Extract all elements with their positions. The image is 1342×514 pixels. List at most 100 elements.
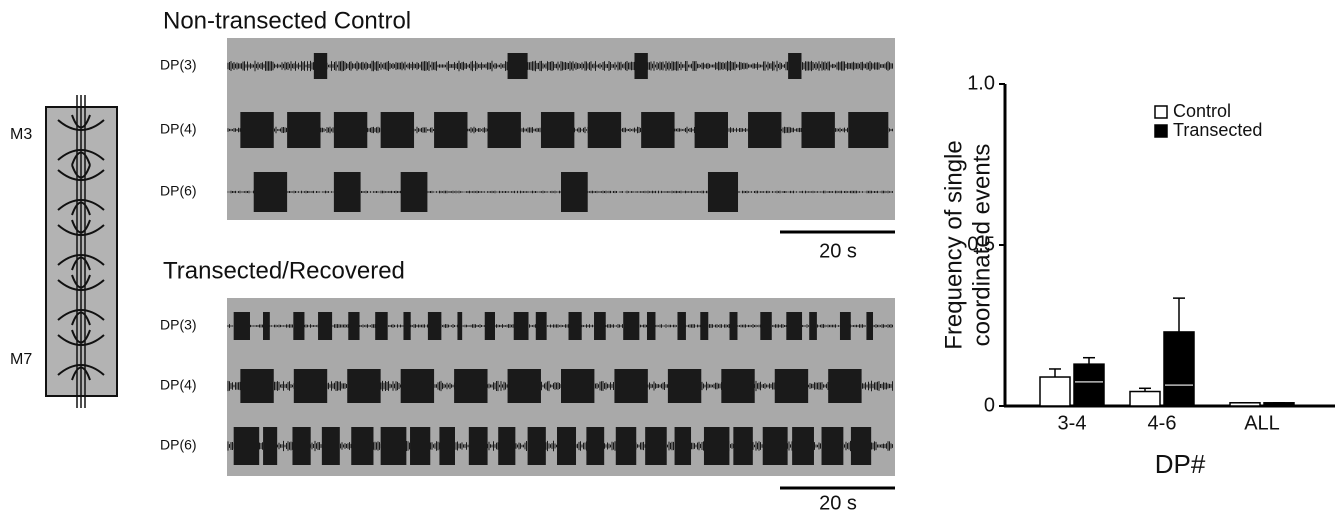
trace-burst xyxy=(240,369,274,403)
trace-burst xyxy=(866,312,874,340)
x-tick-label: 3-4 xyxy=(1058,412,1087,434)
trace-burst xyxy=(293,312,305,340)
trace-burst xyxy=(556,427,577,465)
trace-burst xyxy=(677,312,686,340)
trace-burst xyxy=(535,312,547,340)
trace-burst xyxy=(263,312,270,340)
legend-swatch xyxy=(1154,105,1168,119)
trace-label: DP(6) xyxy=(160,183,197,199)
trace-burst xyxy=(594,312,606,340)
trace-burst xyxy=(513,312,529,340)
scale-bar-label: 20 s xyxy=(819,240,857,262)
trace-burst xyxy=(809,312,817,340)
trace-burst xyxy=(729,312,738,340)
trace-burst xyxy=(498,427,516,465)
trace-burst xyxy=(641,112,675,148)
trace-burst xyxy=(586,427,605,465)
trace-burst xyxy=(614,369,648,403)
ganglion xyxy=(57,329,105,381)
trace-burst xyxy=(380,112,415,148)
trace-burst xyxy=(540,112,575,148)
trace-burst xyxy=(839,312,851,340)
panel-title: Non-transected Control xyxy=(163,7,411,34)
trace-burst xyxy=(233,427,260,465)
ganglion xyxy=(57,114,105,166)
trace-burst xyxy=(487,112,521,148)
bar xyxy=(1039,376,1071,407)
y-tick-label: 0.5 xyxy=(967,233,995,255)
legend-swatch xyxy=(1154,124,1168,138)
trace-burst xyxy=(457,312,463,340)
trace-burst xyxy=(623,312,640,340)
trace-burst xyxy=(321,427,340,465)
x-axis-label: DP# xyxy=(1155,449,1206,479)
trace-burst xyxy=(568,312,582,340)
legend-label: Transected xyxy=(1173,120,1262,140)
trace-burst xyxy=(786,312,803,340)
y-tick-label: 1.0 xyxy=(967,72,995,94)
trace-burst xyxy=(561,369,595,403)
trace-burst xyxy=(527,427,546,465)
trace-burst xyxy=(233,312,250,340)
bar xyxy=(1073,363,1105,407)
trace-burst xyxy=(403,312,411,340)
trace-burst xyxy=(427,312,442,340)
trace-burst xyxy=(348,312,360,340)
trace-burst xyxy=(333,172,361,212)
trace-burst xyxy=(253,172,288,212)
trace-burst xyxy=(821,427,844,465)
trace-burst xyxy=(801,112,835,148)
trace-burst xyxy=(667,369,702,403)
trace-label: DP(3) xyxy=(160,317,197,333)
x-tick-label: ALL xyxy=(1244,412,1280,434)
trace-burst xyxy=(351,427,374,465)
trace-label: DP(4) xyxy=(160,121,197,137)
trace-burst xyxy=(774,369,809,403)
y-axis-label: Frequency of single xyxy=(940,140,967,349)
trace-burst xyxy=(410,427,431,465)
x-tick-label: 4-6 xyxy=(1148,412,1177,434)
trace-burst xyxy=(347,369,381,403)
trace-burst xyxy=(634,53,648,79)
trace-label: DP(6) xyxy=(160,437,197,453)
trace-burst xyxy=(287,112,321,148)
trace-burst xyxy=(645,427,667,465)
trace-burst xyxy=(318,312,333,340)
trace-burst xyxy=(293,369,328,403)
trace-burst xyxy=(828,369,862,403)
trace-burst xyxy=(333,112,368,148)
trace-burst xyxy=(615,427,637,465)
trace-burst xyxy=(240,112,274,148)
ganglion xyxy=(57,274,105,326)
panel-title: Transected/Recovered xyxy=(163,257,405,284)
trace-burst xyxy=(792,427,814,465)
ganglion xyxy=(57,164,105,216)
bar xyxy=(1263,402,1295,407)
trace-burst xyxy=(707,172,739,212)
trace-burst xyxy=(674,427,692,465)
trace-label: DP(3) xyxy=(160,57,197,73)
y-axis-label: coordinated events xyxy=(968,144,995,347)
trace-label: DP(4) xyxy=(160,377,197,393)
nerve-cord-diagram xyxy=(45,95,118,408)
ganglion xyxy=(57,219,105,271)
y-tick-label: 0 xyxy=(984,394,995,416)
trace-burst xyxy=(507,369,541,403)
segment-label: M7 xyxy=(10,351,32,368)
trace-burst xyxy=(762,427,788,465)
trace-burst xyxy=(721,369,755,403)
trace-burst xyxy=(700,312,709,340)
trace-burst xyxy=(848,112,889,148)
trace-burst xyxy=(850,427,872,465)
trace-burst xyxy=(760,312,772,340)
trace-burst xyxy=(733,427,753,465)
bar xyxy=(1163,331,1195,407)
trace-burst xyxy=(454,369,488,403)
trace-burst xyxy=(646,312,656,340)
trace-burst xyxy=(263,427,278,465)
trace-burst xyxy=(507,53,528,79)
trace-burst xyxy=(694,112,728,148)
bar-chart: 0 0.5 1.0 Frequency of single coordinated ev… xyxy=(940,72,1335,479)
trace-burst xyxy=(400,369,435,403)
